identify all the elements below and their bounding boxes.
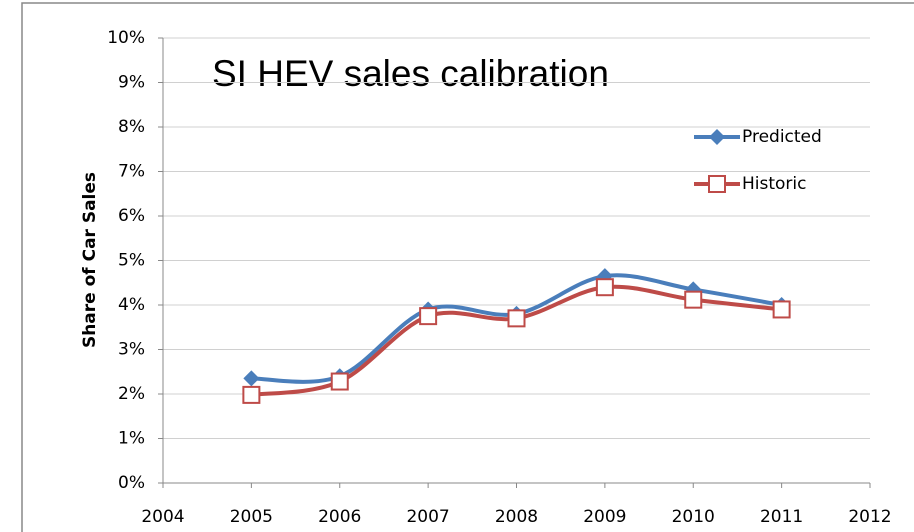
x-tick-label: 2006: [318, 507, 361, 527]
legend-marker: [709, 129, 725, 145]
y-tick-label: 10%: [107, 28, 145, 48]
y-tick-label: 0%: [118, 473, 145, 493]
x-tick-label: 2009: [583, 507, 626, 527]
y-tick-label: 7%: [118, 162, 145, 182]
marker: [330, 372, 349, 391]
marker: [684, 290, 703, 309]
y-axis-label: Share of Car Sales: [80, 172, 100, 348]
marker: [595, 278, 614, 297]
marker: [772, 300, 791, 319]
y-tick-label: 1%: [118, 429, 145, 449]
x-tick-label: 2010: [672, 507, 715, 527]
y-tick-label: 9%: [118, 73, 145, 93]
chart-frame: [21, 2, 914, 532]
y-tick-label: 2%: [118, 384, 145, 404]
y-tick-label: 5%: [118, 251, 145, 271]
x-tick-label: 2011: [760, 507, 803, 527]
marker: [242, 385, 261, 404]
y-tick-label: 8%: [118, 117, 145, 137]
marker: [507, 309, 526, 328]
legend-label: Historic: [742, 174, 807, 194]
chart-title: SI HEV sales calibration: [212, 53, 609, 94]
legend-marker: [708, 175, 726, 193]
y-tick-label: 4%: [118, 295, 145, 315]
x-tick-label: 2007: [406, 507, 449, 527]
x-tick-label: 2004: [141, 507, 184, 527]
y-tick-label: 3%: [118, 340, 145, 360]
y-tick-label: 6%: [118, 206, 145, 226]
x-tick-label: 2005: [230, 507, 273, 527]
x-tick-label: 2012: [848, 507, 891, 527]
legend-label: Predicted: [742, 127, 822, 147]
marker: [419, 307, 438, 326]
x-tick-label: 2008: [495, 507, 538, 527]
marker: [243, 370, 260, 387]
